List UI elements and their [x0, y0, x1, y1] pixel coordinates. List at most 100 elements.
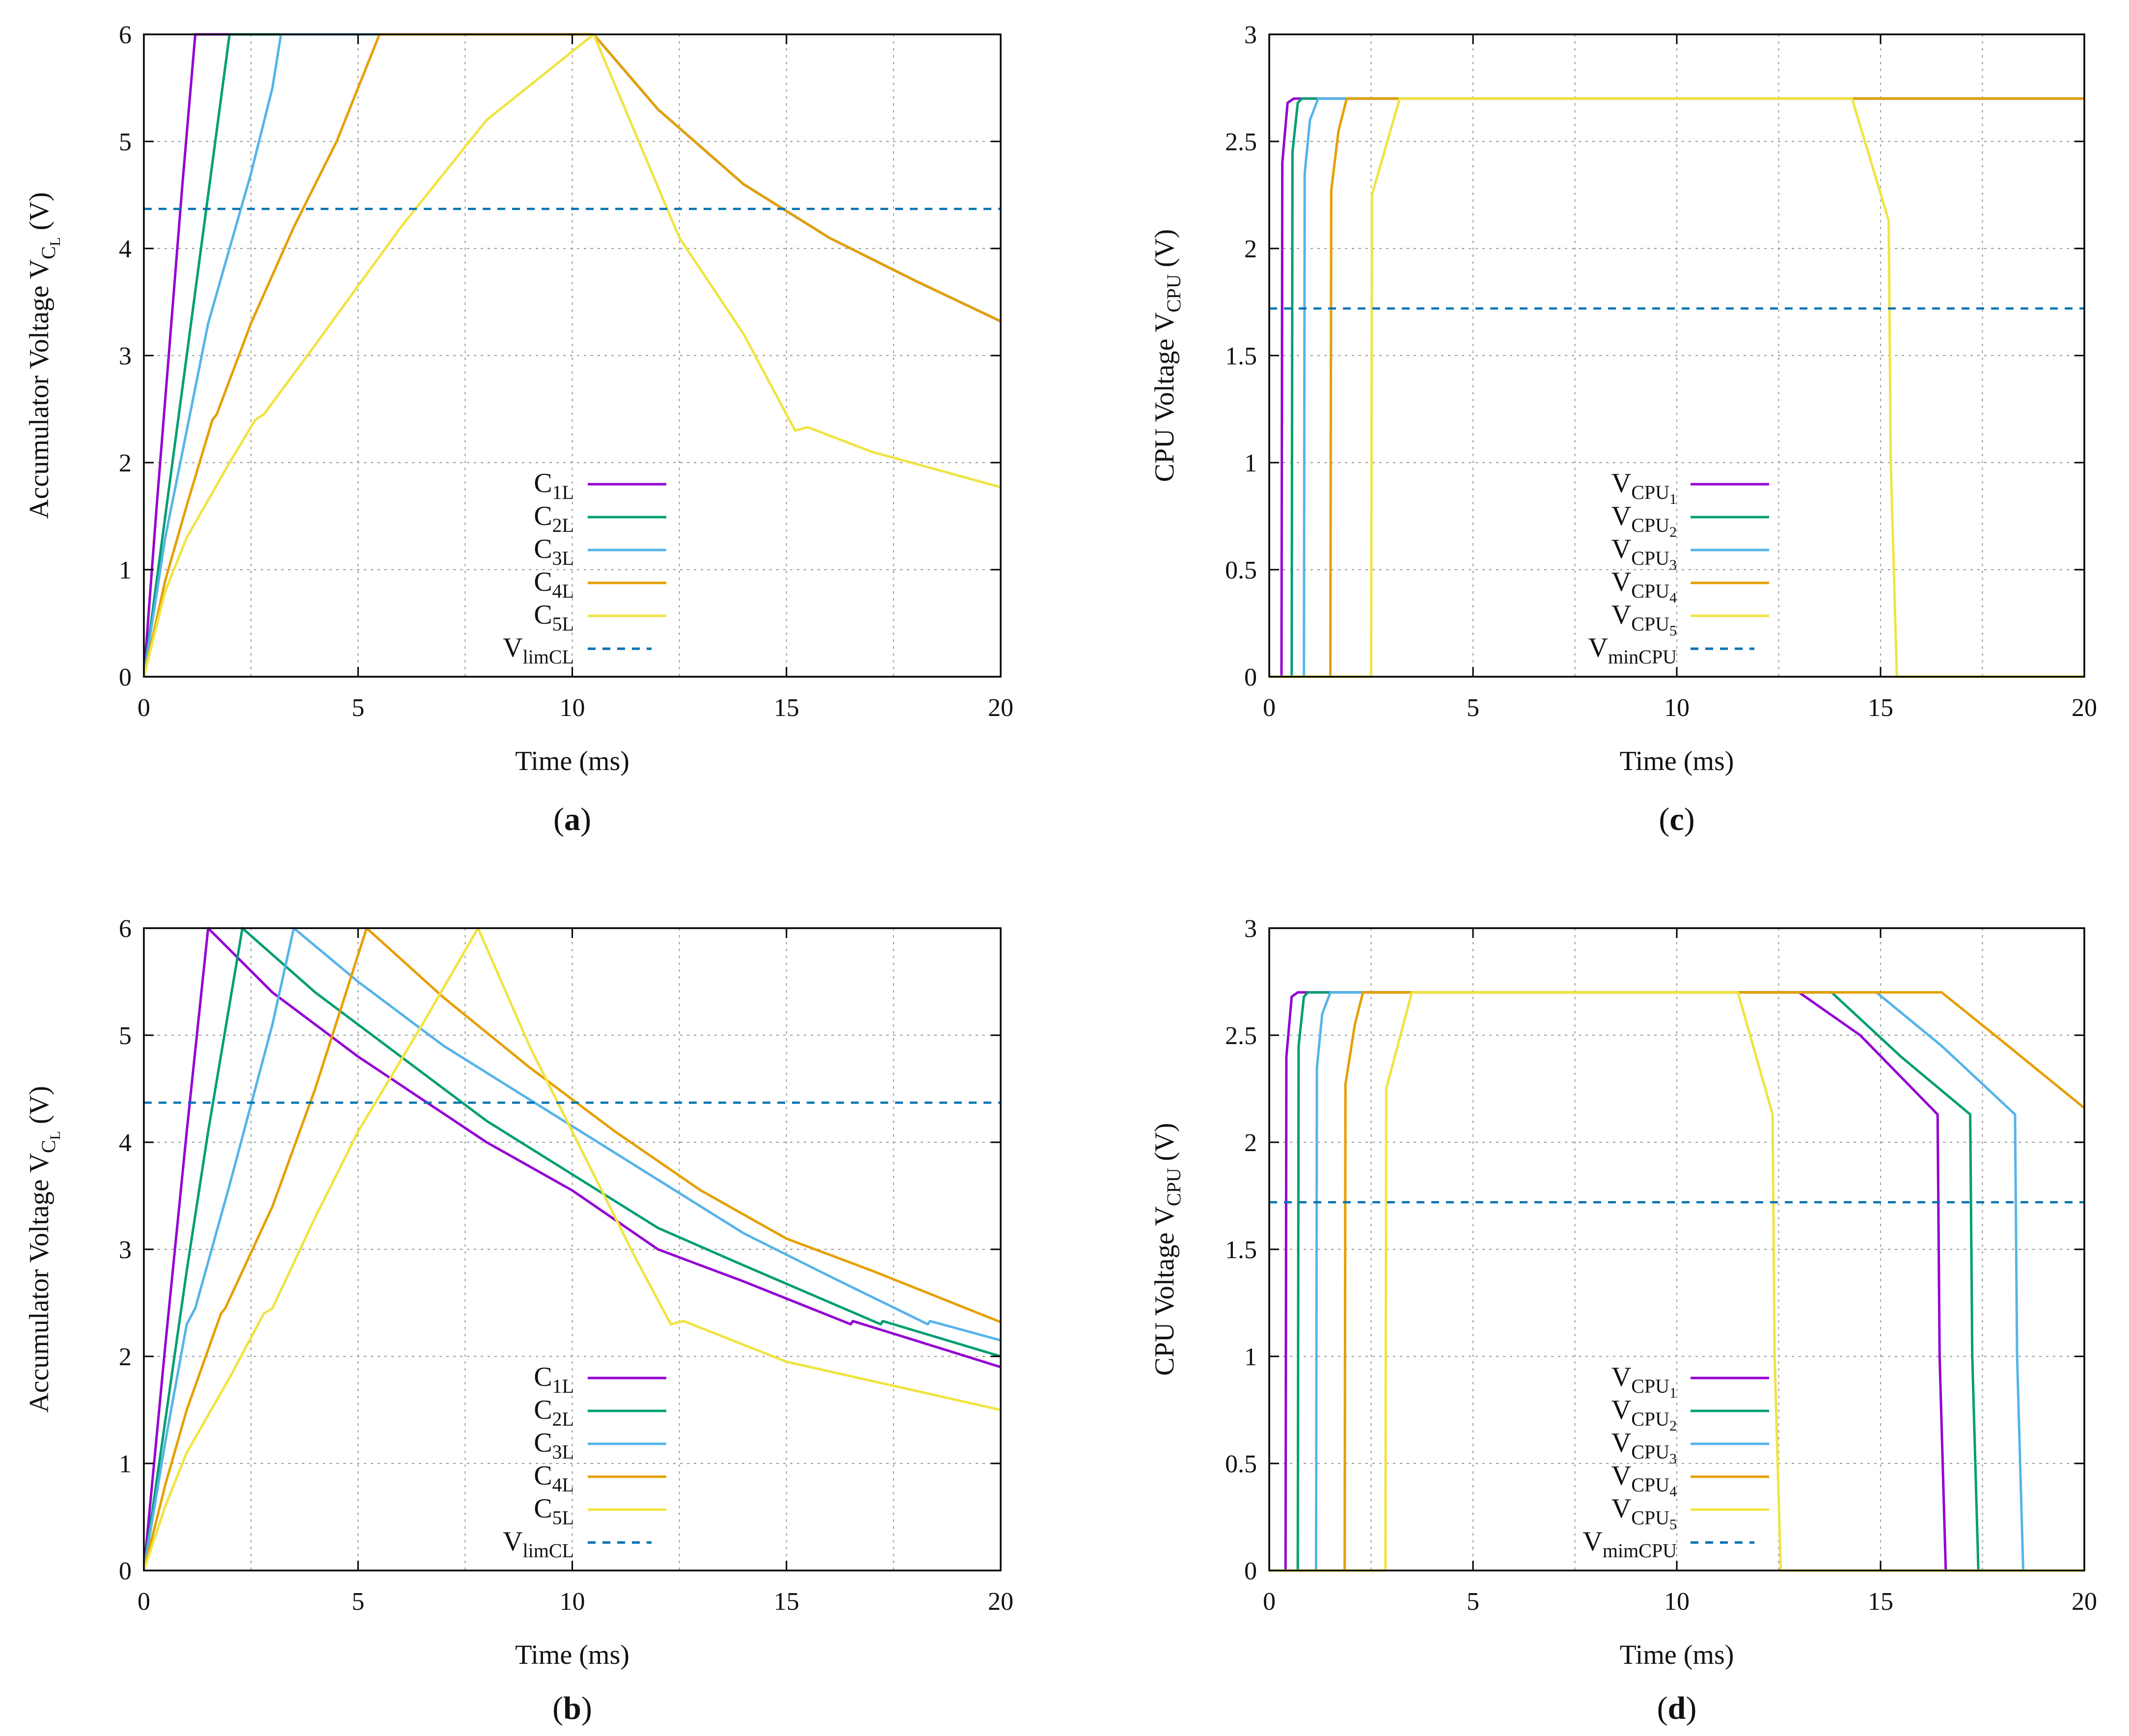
x-tick-label: 5 — [352, 1588, 364, 1616]
legend-label-6: VlimCL — [503, 1526, 574, 1562]
x-tick-label: 0 — [1263, 694, 1276, 722]
series-lines — [1269, 97, 2084, 678]
y-tick-label: 0 — [119, 663, 132, 691]
panel-caption: (b) — [552, 1690, 592, 1726]
y-tick-label: 1.5 — [1225, 1236, 1257, 1264]
x-axis-label: Time (ms) — [1620, 1640, 1734, 1670]
y-tick-label: 3 — [1244, 21, 1257, 49]
series-line-1 — [144, 927, 1001, 1571]
legend-label-6: VlimCL — [503, 633, 574, 668]
legend-label-4: VCPU4 — [1611, 567, 1677, 606]
series-line-4 — [1269, 97, 2084, 678]
x-tick-label: 5 — [352, 694, 364, 722]
legend-label-1: VCPU1 — [1611, 468, 1677, 507]
chart-a: 0 5 10 15 20 0 1 2 3 4 5 6 Time (ms) Accumulator Volt… — [24, 21, 1013, 837]
legend-label-5: VCPU5 — [1611, 1493, 1677, 1533]
x-axis-label: Time (ms) — [515, 746, 629, 776]
x-tick-label: 15 — [774, 1588, 799, 1616]
legend-label-5: C5L — [534, 1493, 574, 1529]
y-tick-label: 6 — [119, 915, 132, 943]
legend-label-4: C4L — [534, 567, 574, 602]
y-tick-label: 1 — [1244, 449, 1257, 477]
chart-b: 0 5 10 15 20 0 1 2 3 4 5 6 Time (ms) Accumulator Volt… — [24, 915, 1013, 1726]
series-line-2 — [1269, 991, 2084, 1572]
y-tick-label: 0 — [1244, 663, 1257, 691]
x-tick-label: 0 — [1263, 1588, 1276, 1616]
grid — [144, 34, 1001, 677]
y-axis-label: CPU Voltage VCPU (V) — [1149, 229, 1185, 482]
y-tick-label: 2.5 — [1225, 128, 1257, 156]
legend-label-2: VCPU2 — [1611, 1395, 1677, 1434]
series-line-2 — [1269, 97, 2084, 678]
chart-d: 0 5 10 15 20 0 0.5 1 1.5 2 2.5 3 Time (ms) CPU Voltag… — [1149, 915, 2097, 1726]
x-tick-label: 10 — [1664, 694, 1690, 722]
series-line-5 — [144, 33, 1001, 677]
y-tick-label: 1.5 — [1225, 342, 1257, 370]
legend-label-2: C2L — [534, 1395, 574, 1430]
y-tick-label: 4 — [119, 1129, 132, 1157]
legend-label-4: VCPU4 — [1611, 1460, 1677, 1500]
y-tick-label: 2.5 — [1225, 1022, 1257, 1050]
grid — [144, 928, 1001, 1571]
series-line-3 — [144, 927, 1001, 1571]
series-line-2 — [144, 927, 1001, 1571]
legend-label-5: C5L — [534, 600, 574, 635]
series-line-5 — [1269, 97, 2084, 678]
chart-c: 0 5 10 15 20 0 0.5 1 1.5 2 2.5 3 Time (ms) CPU Voltag… — [1149, 21, 2097, 837]
x-tick-label: 10 — [560, 694, 585, 722]
grid — [1269, 34, 2084, 677]
x-tick-label: 20 — [988, 694, 1013, 722]
x-axis-label: Time (ms) — [515, 1640, 629, 1670]
series-line-4 — [1269, 991, 2084, 1572]
legend-label-4: C4L — [534, 1460, 574, 1496]
x-tick-label: 15 — [1868, 1588, 1893, 1616]
x-tick-label: 15 — [774, 694, 799, 722]
y-tick-label: 1 — [1244, 1343, 1257, 1371]
y-tick-label: 2 — [1244, 235, 1257, 263]
legend-label-2: C2L — [534, 501, 574, 536]
grid — [1269, 928, 2084, 1571]
y-tick-label: 4 — [119, 235, 132, 263]
y-axis-label: CPU Voltage VCPU (V) — [1149, 1123, 1185, 1376]
series-line-1 — [1269, 991, 2084, 1572]
y-tick-label: 2 — [119, 449, 132, 477]
series-line-3 — [1269, 97, 2084, 678]
series-line-1 — [1269, 97, 2084, 678]
y-tick-label: 6 — [119, 21, 132, 49]
y-tick-label: 5 — [119, 1022, 132, 1050]
panel-caption: (a) — [553, 801, 591, 837]
legend-label-3: C3L — [534, 534, 574, 569]
x-tick-label: 20 — [988, 1588, 1013, 1616]
panel-caption: (d) — [1657, 1690, 1697, 1726]
y-tick-label: 3 — [119, 1236, 132, 1264]
series-line-4 — [144, 33, 1001, 677]
y-tick-label: 2 — [1244, 1129, 1257, 1157]
x-tick-label: 0 — [137, 1588, 150, 1616]
legend-label-6: VminCPU — [1588, 633, 1677, 668]
legend-label-3: VCPU3 — [1611, 534, 1677, 573]
series-line-3 — [1269, 991, 2084, 1572]
y-tick-label: 0 — [1244, 1557, 1257, 1585]
x-tick-label: 15 — [1868, 694, 1893, 722]
legend-label-1: C1L — [534, 468, 574, 503]
legend-label-2: VCPU2 — [1611, 501, 1677, 540]
y-tick-label: 1 — [119, 1450, 132, 1478]
y-tick-label: 0 — [119, 1557, 132, 1585]
y-axis-label: Accumulator Voltage VCL (V) — [24, 192, 63, 519]
x-tick-label: 5 — [1467, 694, 1479, 722]
series-line-5 — [1269, 991, 2084, 1572]
x-tick-label: 10 — [1664, 1588, 1690, 1616]
y-tick-label: 3 — [1244, 915, 1257, 943]
x-tick-label: 5 — [1467, 1588, 1479, 1616]
y-tick-label: 0.5 — [1225, 1450, 1257, 1478]
panel-caption: (c) — [1659, 801, 1694, 837]
x-tick-label: 0 — [137, 694, 150, 722]
x-tick-label: 20 — [2072, 1588, 2097, 1616]
legend-label-1: VCPU1 — [1611, 1362, 1677, 1401]
x-tick-label: 20 — [2072, 694, 2097, 722]
